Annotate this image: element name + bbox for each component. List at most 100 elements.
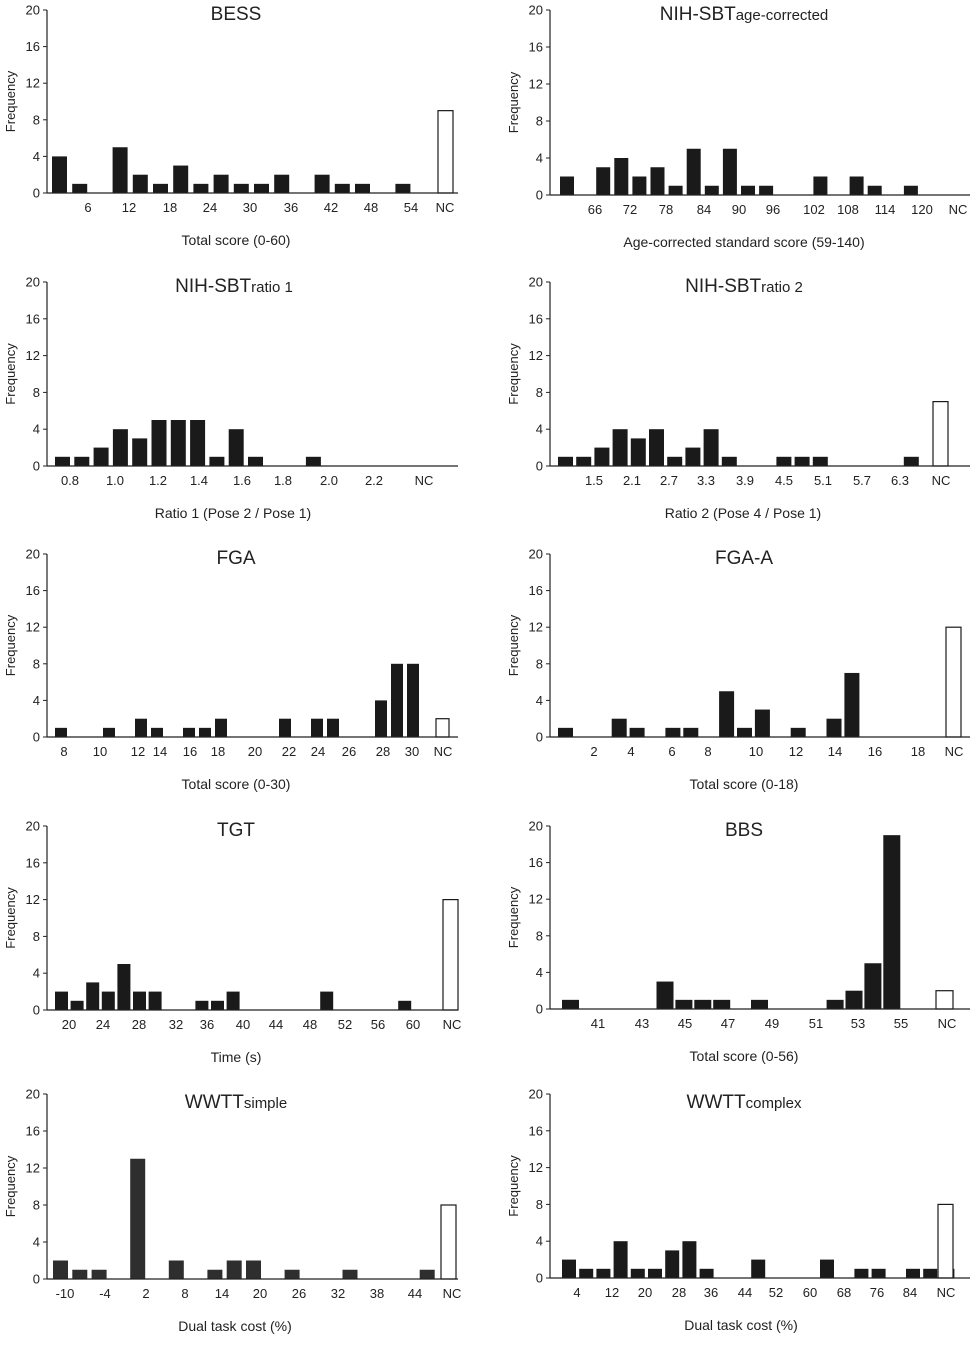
histogram-bar (737, 727, 752, 737)
histogram-bar (612, 429, 628, 466)
histogram-bar (596, 1268, 611, 1278)
chart-title-subscript: age-corrected (736, 7, 829, 24)
y-tick-label: 0 (33, 459, 40, 474)
x-tick-label: NC (945, 744, 964, 759)
histogram-bar (355, 183, 370, 193)
histogram-bar (741, 185, 755, 195)
x-tick-label: 6.3 (891, 473, 909, 488)
chart-title: FGA-A (715, 548, 773, 569)
x-tick-label: 12 (131, 744, 145, 759)
histogram-bar (103, 727, 115, 737)
y-tick-label: 16 (529, 1123, 543, 1138)
histogram-bar (864, 963, 882, 1009)
histogram-bar (650, 167, 665, 195)
histogram-bar (395, 183, 411, 193)
x-tick-label: 60 (406, 1017, 420, 1032)
histogram-bar (151, 727, 163, 737)
histogram-bar (74, 456, 90, 466)
histogram-panel: FGA-A Frequency 0 4 8 12 16 20 2 4 6 8 10 12 14 16 18 NC T… (488, 544, 976, 816)
histogram-panel: NIH-SBTratio 1 Frequency 0 4 8 12 16 20 0.8 1.0 1.… (0, 272, 488, 544)
x-tick-label: 45 (678, 1016, 692, 1031)
chart-title: NIH-SBTage-corrected (660, 4, 829, 25)
chart-title-main: NIH-SBT (685, 276, 761, 297)
histogram-bar (327, 718, 339, 737)
chart-title-main: BESS (211, 4, 262, 25)
x-tick-label: 8 (60, 744, 67, 759)
histogram-bar (419, 1269, 435, 1279)
x-tick-label: 1.8 (274, 473, 292, 488)
histogram-bar (923, 1268, 938, 1278)
nc-bar (935, 990, 954, 1010)
histogram-bar (596, 167, 611, 195)
y-axis-label: Frequency (3, 70, 18, 132)
histogram-panel: WWTTcomplex Frequency 0 4 8 12 16 20 4 12 20 28 36 44… (488, 1087, 976, 1360)
histogram-bar (704, 185, 719, 195)
x-tick-label: 24 (203, 200, 217, 215)
chart-title-main: NIH-SBT (175, 276, 251, 297)
histogram-panel: BESS Frequency 0 4 8 12 16 20 6 12 18 24 30 36 42 48 54 N… (0, 0, 488, 272)
y-tick-label: 0 (536, 188, 543, 203)
histogram-bar (759, 185, 774, 195)
x-tick-label: 53 (851, 1016, 865, 1031)
histogram-bar (86, 982, 100, 1010)
histogram-bar (133, 991, 146, 1010)
histogram-bar (215, 718, 227, 737)
y-tick-label: 16 (26, 311, 40, 326)
histogram-bar (906, 1268, 920, 1278)
x-tick-label: 102 (803, 202, 825, 217)
histogram-bar (168, 1260, 184, 1279)
y-tick-label: 16 (529, 583, 543, 598)
histogram-bar (314, 174, 330, 193)
y-tick-label: 12 (26, 620, 40, 635)
y-tick-label: 4 (33, 1235, 40, 1250)
chart-title: WWTTcomplex (687, 1092, 802, 1113)
x-tick-label: 26 (342, 744, 356, 759)
y-tick-label: 20 (529, 3, 543, 18)
histogram-bar (562, 1259, 576, 1278)
x-tick-label: 8 (181, 1286, 188, 1301)
x-tick-label: 3.9 (736, 473, 754, 488)
x-axis-label: Total score (0-18) (690, 776, 799, 792)
histogram-bar (193, 183, 209, 193)
x-tick-label: 60 (803, 1285, 817, 1300)
histogram-bar (656, 981, 674, 1009)
y-axis-label: Frequency (3, 1155, 18, 1217)
y-tick-label: 12 (529, 620, 543, 635)
y-axis-label: Frequency (506, 1155, 521, 1217)
chart-title-main: NIH-SBT (660, 4, 736, 25)
y-tick-label: 8 (536, 1197, 543, 1212)
histogram-bar (685, 447, 701, 466)
histogram-bar (812, 456, 828, 466)
x-tick-label: NC (932, 473, 951, 488)
histogram-bar (562, 999, 579, 1009)
x-tick-label: 2.7 (660, 473, 678, 488)
histogram-bar (903, 456, 919, 466)
x-tick-label: 14 (828, 744, 842, 759)
x-tick-label: 14 (215, 1286, 229, 1301)
histogram-bar (844, 672, 860, 737)
y-tick-label: 20 (529, 547, 543, 562)
y-tick-label: 16 (26, 1124, 40, 1139)
histogram-bar (694, 999, 712, 1009)
x-tick-label: 4 (627, 744, 634, 759)
histogram-bar (611, 718, 627, 737)
histogram-svg: NIH-SBTratio 2 Frequency 0 4 8 12 16 20 1.5 2.1 2.… (506, 275, 970, 521)
y-tick-label: 4 (536, 151, 543, 166)
histogram-bar (233, 183, 249, 193)
histogram-panel: NIH-SBTratio 2 Frequency 0 4 8 12 16 20 1.5 2.1 2.… (488, 272, 976, 544)
histogram-svg: WWTTcomplex Frequency 0 4 8 12 16 20 4 12 20 28 36 44… (506, 1087, 970, 1333)
y-tick-label: 12 (26, 348, 40, 363)
histogram-bar (190, 420, 206, 466)
histogram-bar (632, 176, 647, 195)
histogram-bar (849, 176, 864, 195)
x-tick-label: 44 (269, 1017, 283, 1032)
histogram-panel: BBS Frequency 0 4 8 12 16 20 41 43 45 47 49 51 53 55 NC T… (488, 816, 976, 1088)
histogram-bar (279, 718, 291, 737)
y-tick-label: 0 (536, 1002, 543, 1017)
histogram-bar (151, 420, 167, 466)
x-tick-label: 84 (903, 1285, 917, 1300)
y-tick-label: 12 (529, 348, 543, 363)
x-tick-label: 5.7 (853, 473, 871, 488)
y-tick-label: 4 (536, 965, 543, 980)
histogram-bar (683, 727, 699, 737)
